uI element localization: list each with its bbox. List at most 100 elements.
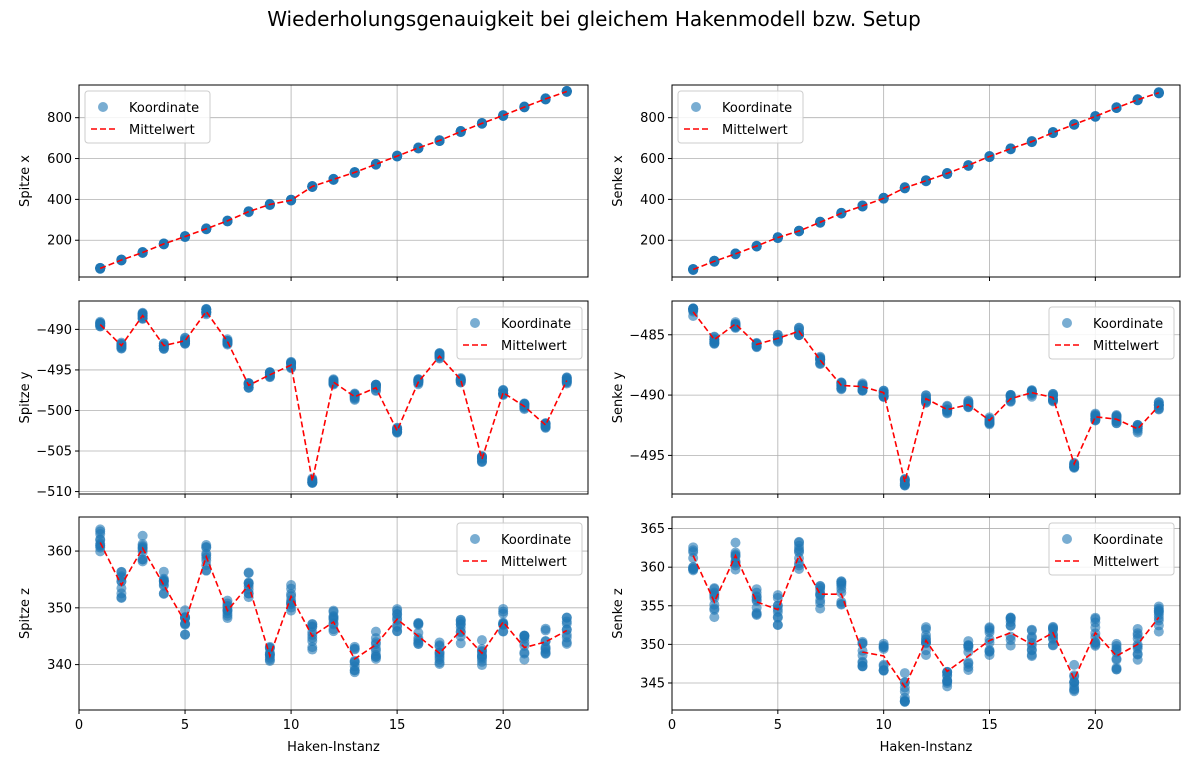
subplot-5: 340 350 360 0 5 10 15 20 Spitze z Haken-Instanz Ko… (18, 516, 589, 755)
legend-marker-koordinate (98, 102, 108, 112)
data-point (286, 580, 297, 591)
scatter-points (95, 303, 572, 488)
data-point (222, 598, 233, 609)
legend-label-mittelwert: Mittelwert (1093, 555, 1159, 570)
x-axis-label: Haken-Instanz (287, 740, 380, 755)
data-point (476, 635, 487, 646)
data-point (95, 546, 106, 557)
data-point (688, 565, 699, 576)
data-point (836, 580, 847, 591)
y-tick-label: −490 (629, 389, 665, 404)
axes-frame (671, 84, 1181, 278)
legend-box (84, 90, 211, 144)
data-point (1026, 625, 1037, 636)
data-point (307, 619, 318, 630)
data-point (434, 640, 445, 651)
subplot-1: 200 400 600 800 Spitze x Koordinate Mittelwert (18, 84, 589, 281)
data-point (158, 566, 169, 577)
legend-label-mittelwert: Mittelwert (501, 555, 567, 570)
subplot-6: 345 350 355 360 365 0 5 10 15 20 Senke z Haken-Inst… (611, 516, 1181, 755)
y-tick-label: 200 (47, 234, 72, 249)
data-point (857, 645, 868, 656)
data-point (1132, 628, 1143, 639)
data-point (1153, 609, 1164, 620)
data-point (1005, 392, 1016, 403)
data-point (1048, 623, 1058, 634)
legend-label-mittelwert: Mittelwert (722, 123, 788, 138)
legend-marker-koordinate (470, 318, 480, 328)
x-tick-label: 20 (1087, 718, 1104, 733)
data-point (899, 696, 910, 707)
data-point (158, 575, 169, 586)
data-point (836, 378, 847, 389)
y-axis-label: Spitze z (18, 588, 33, 639)
data-point (392, 426, 403, 437)
legend-box (456, 522, 583, 576)
legend-label-koordinate: Koordinate (1093, 533, 1163, 548)
data-point (878, 385, 889, 396)
data-point (815, 590, 826, 601)
axes-frame (78, 516, 589, 711)
y-tick-label: −510 (36, 485, 72, 500)
data-point (963, 160, 974, 171)
data-point (1111, 662, 1122, 673)
data-point (307, 642, 318, 653)
x-tick-label: 10 (283, 718, 300, 733)
y-tick-label: 350 (640, 638, 665, 653)
y-tick-label: −505 (36, 445, 72, 460)
data-point (498, 626, 509, 637)
axes-frame (78, 300, 589, 495)
y-tick-label: −500 (36, 404, 72, 419)
legend-label-mittelwert: Mittelwert (1093, 339, 1159, 354)
y-tick-label: 360 (640, 561, 665, 576)
data-point (1090, 637, 1101, 648)
data-point (519, 404, 530, 415)
data-point (349, 656, 360, 667)
data-point (1048, 640, 1058, 651)
data-point (709, 603, 720, 614)
data-point (921, 649, 931, 660)
data-point (942, 675, 953, 686)
data-point (1153, 626, 1164, 637)
data-point (1132, 654, 1143, 665)
data-point (794, 329, 804, 340)
y-tick-label: 400 (640, 193, 665, 208)
y-tick-label: −495 (629, 449, 665, 464)
x-tick-label: 5 (181, 718, 189, 733)
y-tick-label: 400 (47, 193, 72, 208)
data-point (1005, 613, 1016, 624)
data-point (370, 159, 381, 170)
data-point (540, 636, 551, 647)
y-tick-label: −485 (629, 328, 665, 343)
data-point (1111, 654, 1122, 665)
data-point (688, 303, 699, 314)
y-tick-label: −495 (36, 363, 72, 378)
y-axis-label: Spitze x (18, 155, 33, 207)
y-tick-label: 800 (640, 111, 665, 126)
data-point (137, 556, 148, 567)
data-point (328, 612, 339, 623)
data-point (370, 645, 381, 656)
x-tick-label: 0 (668, 718, 676, 733)
legend-label-mittelwert: Mittelwert (129, 123, 195, 138)
legend: Koordinate Mittelwert (677, 90, 804, 144)
data-point (434, 349, 445, 360)
data-point (349, 390, 360, 401)
mean-line (99, 542, 568, 661)
data-point (349, 641, 360, 652)
y-axis-label: Senke x (611, 155, 626, 207)
data-point (730, 320, 741, 331)
y-tick-label: 800 (47, 111, 72, 126)
legend-label-koordinate: Koordinate (501, 317, 571, 332)
legend: Koordinate Mittelwert (456, 522, 583, 576)
subplot-4: −495 −490 −485 Senke y Koordinate Mittelwert (611, 300, 1181, 498)
data-point (942, 408, 953, 419)
data-point (201, 541, 212, 552)
data-point (899, 668, 910, 679)
data-point (963, 657, 974, 668)
y-tick-label: 360 (47, 545, 72, 560)
data-point (413, 143, 424, 154)
axes-frame (671, 300, 1181, 495)
